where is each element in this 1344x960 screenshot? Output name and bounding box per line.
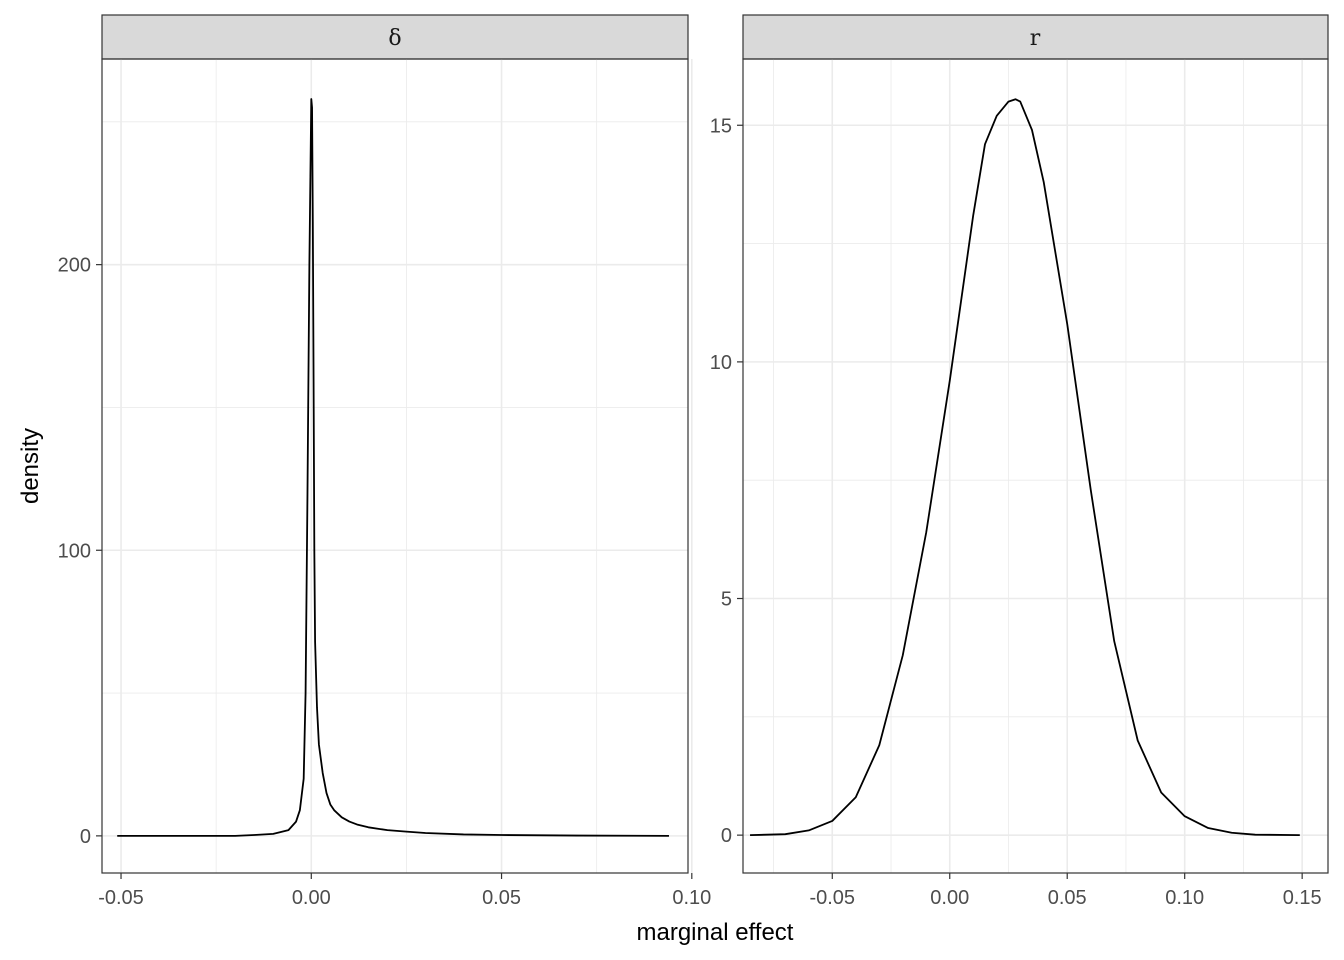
panel-delta: δ -0.05 0.00 0.05 0.10 0 100 200 [58, 14, 711, 909]
x-tick-label: 0.05 [482, 887, 521, 909]
y-tick-label: 15 [710, 115, 732, 137]
x-tick-label: 0.10 [672, 887, 711, 909]
strip-label-delta: δ [388, 26, 401, 51]
x-tick-label: -0.05 [98, 887, 144, 909]
y-tick-label: 0 [80, 826, 91, 848]
y-tick-label: 100 [58, 540, 91, 562]
x-tick-label: 0.10 [1165, 887, 1204, 909]
strip-label-r: r [1030, 26, 1041, 51]
y-tick-label: 10 [710, 352, 732, 374]
panel-border [101, 58, 689, 874]
strip-background [101, 14, 689, 60]
x-tick-label: 0.15 [1283, 887, 1322, 909]
panel-border [742, 58, 1329, 874]
x-tick-label: -0.05 [809, 887, 855, 909]
y-tick-label: 0 [721, 825, 732, 847]
panel-r: r -0.05 0.00 0.05 0.10 0.15 0 5 10 15 [710, 14, 1329, 909]
x-tick-label: 0.00 [930, 887, 969, 909]
y-tick-label: 5 [721, 589, 732, 611]
y-axis-title: density [17, 428, 44, 504]
x-tick-label: 0.00 [292, 887, 331, 909]
y-tick-label: 200 [58, 255, 91, 277]
x-axis-title: marginal effect [637, 919, 794, 946]
x-tick-label: 0.05 [1048, 887, 1087, 909]
density-line [750, 98, 1300, 837]
density-line [117, 98, 669, 837]
